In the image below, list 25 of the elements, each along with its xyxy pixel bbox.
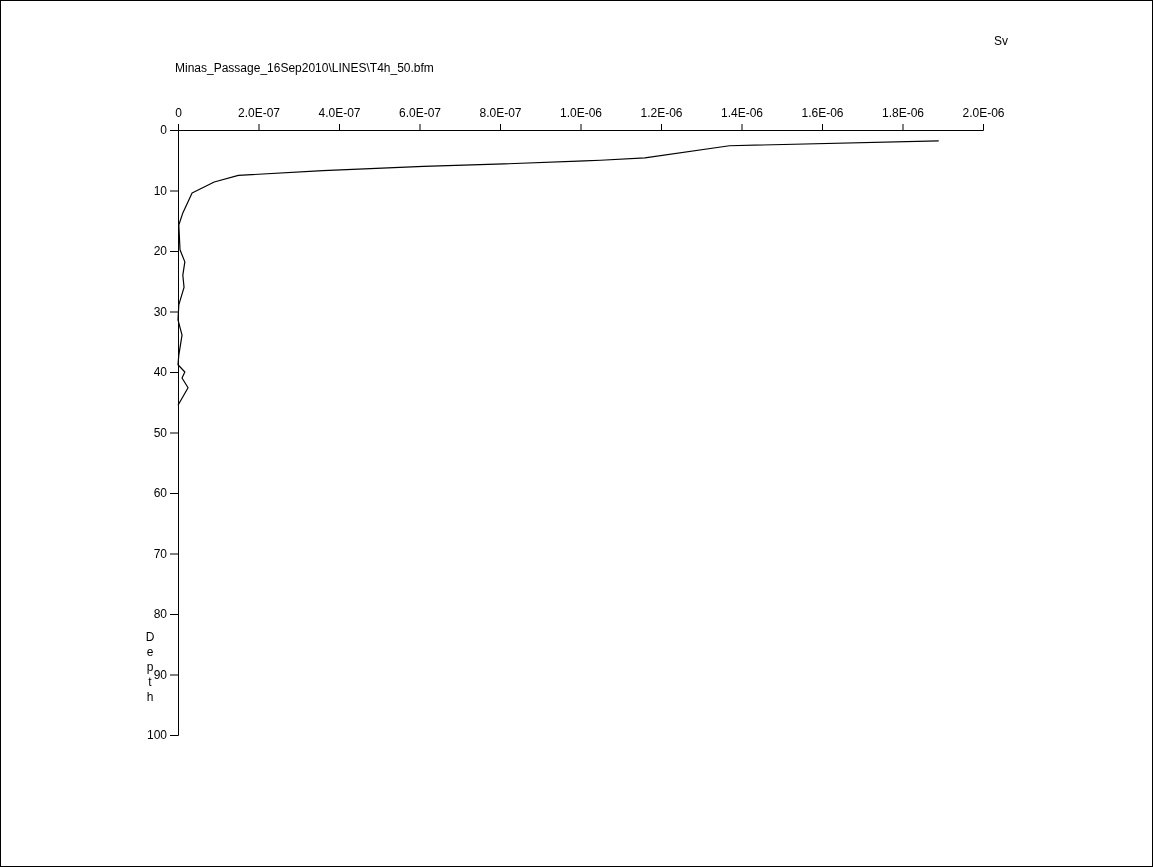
x-tick-label: 1.0E-06 [559,106,603,121]
y-tick-label: 30 [153,304,168,319]
y-tick-label: 20 [153,244,168,259]
y-tick-label: 60 [153,486,168,501]
x-tick-label: 2.0E-07 [237,106,281,121]
y-axis-title: Depth [145,630,155,704]
x-tick-label: 2.0E-06 [962,106,1005,121]
chart-title: Minas_Passage_16Sep2010\LINES\T4h_50.bfm [175,61,434,75]
x-tick-label: 0 [175,106,183,121]
y-tick-label: 100 [146,728,168,743]
x-tick-label: 1.4E-06 [720,106,764,121]
y-tick-label: 10 [153,183,168,198]
x-tick-label: 4.0E-07 [318,106,361,121]
x-tick-label: 1.8E-06 [881,106,925,121]
x-tick-label: 8.0E-07 [479,106,522,121]
y-tick-label: 50 [153,425,168,440]
y-tick-label: 40 [153,365,168,380]
x-tick-label: 1.6E-06 [801,106,844,121]
x-tick-label: 6.0E-07 [398,106,442,121]
x-tick-label: 1.2E-06 [640,106,683,121]
y-tick-label: 70 [153,546,168,561]
y-tick-label: 90 [153,667,168,682]
y-tick-label: 0 [160,123,168,138]
x-axis-title: Sv [993,34,1009,48]
y-tick-label: 80 [153,607,168,622]
